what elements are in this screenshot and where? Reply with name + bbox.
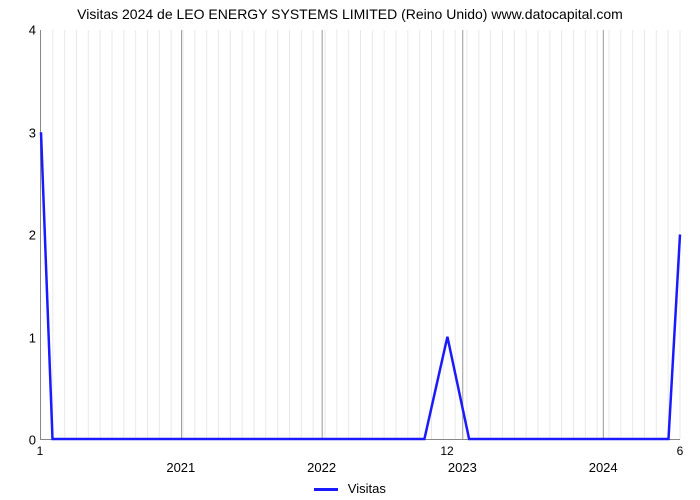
below-line-label: 12 <box>440 444 453 458</box>
chart-title: Visitas 2024 de LEO ENERGY SYSTEMS LIMIT… <box>0 6 700 22</box>
legend-swatch <box>314 488 338 491</box>
legend: Visitas <box>0 481 700 496</box>
chart-svg <box>41 30 680 439</box>
x-tick-label: 2024 <box>589 460 618 475</box>
y-tick-label: 4 <box>22 23 36 38</box>
legend-label: Visitas <box>348 481 386 496</box>
y-tick-label: 3 <box>22 125 36 140</box>
x-tick-label: 2021 <box>166 460 195 475</box>
x-tick-label: 2022 <box>307 460 336 475</box>
chart-container: Visitas 2024 de LEO ENERGY SYSTEMS LIMIT… <box>0 0 700 500</box>
y-tick-label: 1 <box>22 330 36 345</box>
y-tick-label: 2 <box>22 228 36 243</box>
below-line-label: 6 <box>677 444 684 458</box>
below-line-label: 1 <box>37 444 44 458</box>
y-tick-label: 0 <box>22 433 36 448</box>
x-tick-label: 2023 <box>448 460 477 475</box>
plot-area <box>40 30 680 440</box>
